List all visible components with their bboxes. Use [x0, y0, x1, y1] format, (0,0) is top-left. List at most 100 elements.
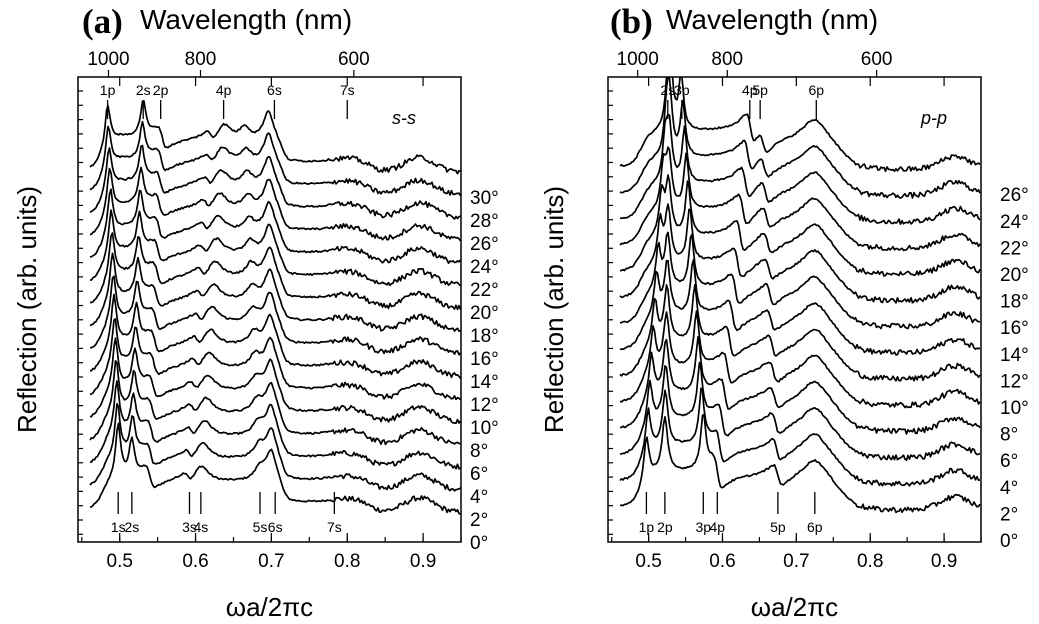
peak-label-bottom: 4p — [710, 519, 726, 535]
spectrum-trace-4° — [619, 361, 981, 461]
angle-label: 24° — [470, 257, 499, 278]
peak-label-top: 3p — [674, 82, 690, 98]
x-tick-label: 0.7 — [258, 551, 284, 572]
y-axis-label: Reflection (arb. units) — [12, 186, 42, 433]
spectrum-trace-26° — [619, 77, 981, 173]
top-axis-tick-label: 800 — [711, 49, 743, 70]
angle-label: 18° — [1000, 292, 1029, 313]
plot-frame — [607, 76, 982, 543]
spectrum-trace-6° — [89, 360, 461, 446]
spectrum-trace-18° — [89, 232, 461, 311]
peak-label-bottom: 5s — [253, 519, 268, 535]
peak-label-bottom: 6p — [807, 519, 823, 535]
peak-label-top: 4p — [216, 82, 232, 98]
peak-label-bottom: 1s — [111, 519, 126, 535]
polarization-label: p-p — [920, 108, 947, 128]
x-axis-label: ωa/2πc — [226, 592, 313, 622]
peak-label-top: 2s — [136, 82, 151, 98]
angle-label: 26° — [470, 234, 499, 255]
spectrum-trace-4° — [89, 380, 461, 470]
spectrum-trace-20° — [89, 209, 461, 287]
x-axis-label: ωa/2πc — [751, 592, 838, 622]
top-axis-title: Wavelength (nm) — [666, 4, 878, 35]
spectrum-trace-14° — [619, 231, 980, 330]
angle-label: 22° — [1000, 238, 1029, 259]
x-tick-label: 0.9 — [931, 551, 957, 572]
top-axis-tick-label: 600 — [861, 49, 893, 70]
angle-label: 14° — [1000, 345, 1029, 366]
peak-label-bottom: 7s — [327, 519, 342, 535]
top-axis-tick-label: 1000 — [87, 49, 129, 70]
angle-label: 8° — [470, 441, 488, 462]
angle-label: 16° — [1000, 318, 1029, 339]
spectrum-trace-30° — [89, 100, 461, 175]
angle-label: 2° — [470, 510, 488, 531]
angle-label: 28° — [470, 211, 499, 232]
spectrum-trace-16° — [89, 252, 461, 332]
peak-label-top: 1p — [100, 82, 116, 98]
panel-a: 0.5 0.6 0.7 0.8 0.9 1000 800 600 (a) Wavelength (… — [12, 2, 499, 622]
angle-label: 2° — [1000, 504, 1018, 525]
top-axis-tick-label: 1000 — [617, 49, 659, 70]
peak-label-top: 7s — [340, 82, 355, 98]
peak-label-top: 2s — [660, 82, 675, 98]
x-tick-label: 0.7 — [783, 551, 809, 572]
spectrum-trace-6° — [619, 336, 981, 435]
peak-label-bottom: 2p — [657, 519, 673, 535]
spectrum-trace-10° — [619, 283, 981, 382]
spectrum-trace-24° — [619, 77, 981, 199]
angle-label: 0° — [470, 533, 488, 554]
spectrum-trace-2° — [89, 402, 461, 492]
panel-label: (a) — [82, 2, 123, 41]
spectrum-trace-26° — [89, 144, 461, 220]
angle-label: 26° — [1000, 185, 1029, 206]
spectrum-trace-0° — [89, 422, 461, 515]
polarization-label: s-s — [392, 108, 416, 128]
angle-label: 10° — [470, 418, 499, 439]
angle-label: 24° — [1000, 212, 1029, 233]
spectrum-trace-12° — [90, 293, 461, 379]
angle-label: 6° — [1000, 451, 1018, 472]
spectrum-trace-22° — [619, 113, 981, 225]
y-axis-label: Reflection (arb. units) — [539, 186, 569, 433]
peak-label-bottom: 1p — [639, 519, 655, 535]
angle-label: 30° — [470, 188, 499, 209]
angle-label: 14° — [470, 372, 499, 393]
peak-label-top: 6s — [267, 82, 282, 98]
spectrum-trace-2° — [619, 387, 981, 487]
peak-label-bottom: 4s — [193, 519, 208, 535]
angle-label: 4° — [1000, 478, 1018, 499]
angle-label: 20° — [470, 303, 499, 324]
spectrum-trace-22° — [89, 188, 461, 264]
peak-label-top: 2p — [153, 82, 169, 98]
trace-group — [619, 77, 981, 514]
top-axis-tick-label: 800 — [185, 49, 217, 70]
angle-label: 0° — [1000, 531, 1018, 552]
top-axis-title: Wavelength (nm) — [140, 4, 352, 35]
angle-label: 18° — [470, 326, 499, 347]
panel-b: 0.5 0.6 0.7 0.8 0.9 1000 800 600 (b) Wavelength (… — [539, 2, 1029, 622]
peak-label-bottom: 3s — [182, 519, 197, 535]
spectrum-trace-10° — [89, 318, 461, 401]
angle-label: 10° — [1000, 398, 1029, 419]
angle-label: 8° — [1000, 425, 1018, 446]
trace-group — [89, 100, 461, 515]
x-tick-label: 0.6 — [709, 551, 735, 572]
spectrum-trace-20° — [619, 146, 981, 252]
x-tick-label: 0.8 — [857, 551, 883, 572]
angle-label: 22° — [470, 280, 499, 301]
angle-label: 20° — [1000, 265, 1029, 286]
x-tick-label: 0.9 — [410, 551, 436, 572]
peak-label-top: 6p — [809, 82, 825, 98]
spectrum-trace-14° — [90, 275, 461, 356]
x-tick-label: 0.5 — [107, 551, 133, 572]
spectrum-trace-24° — [89, 166, 461, 242]
peak-label-top: 4p — [742, 82, 758, 98]
angle-label: 12° — [1000, 371, 1029, 392]
plot-frame — [77, 76, 462, 543]
x-tick-label: 0.8 — [334, 551, 360, 572]
spectrum-trace-18° — [619, 174, 981, 277]
top-axis-tick-label: 600 — [338, 49, 370, 70]
spectrum-trace-16° — [619, 203, 981, 304]
